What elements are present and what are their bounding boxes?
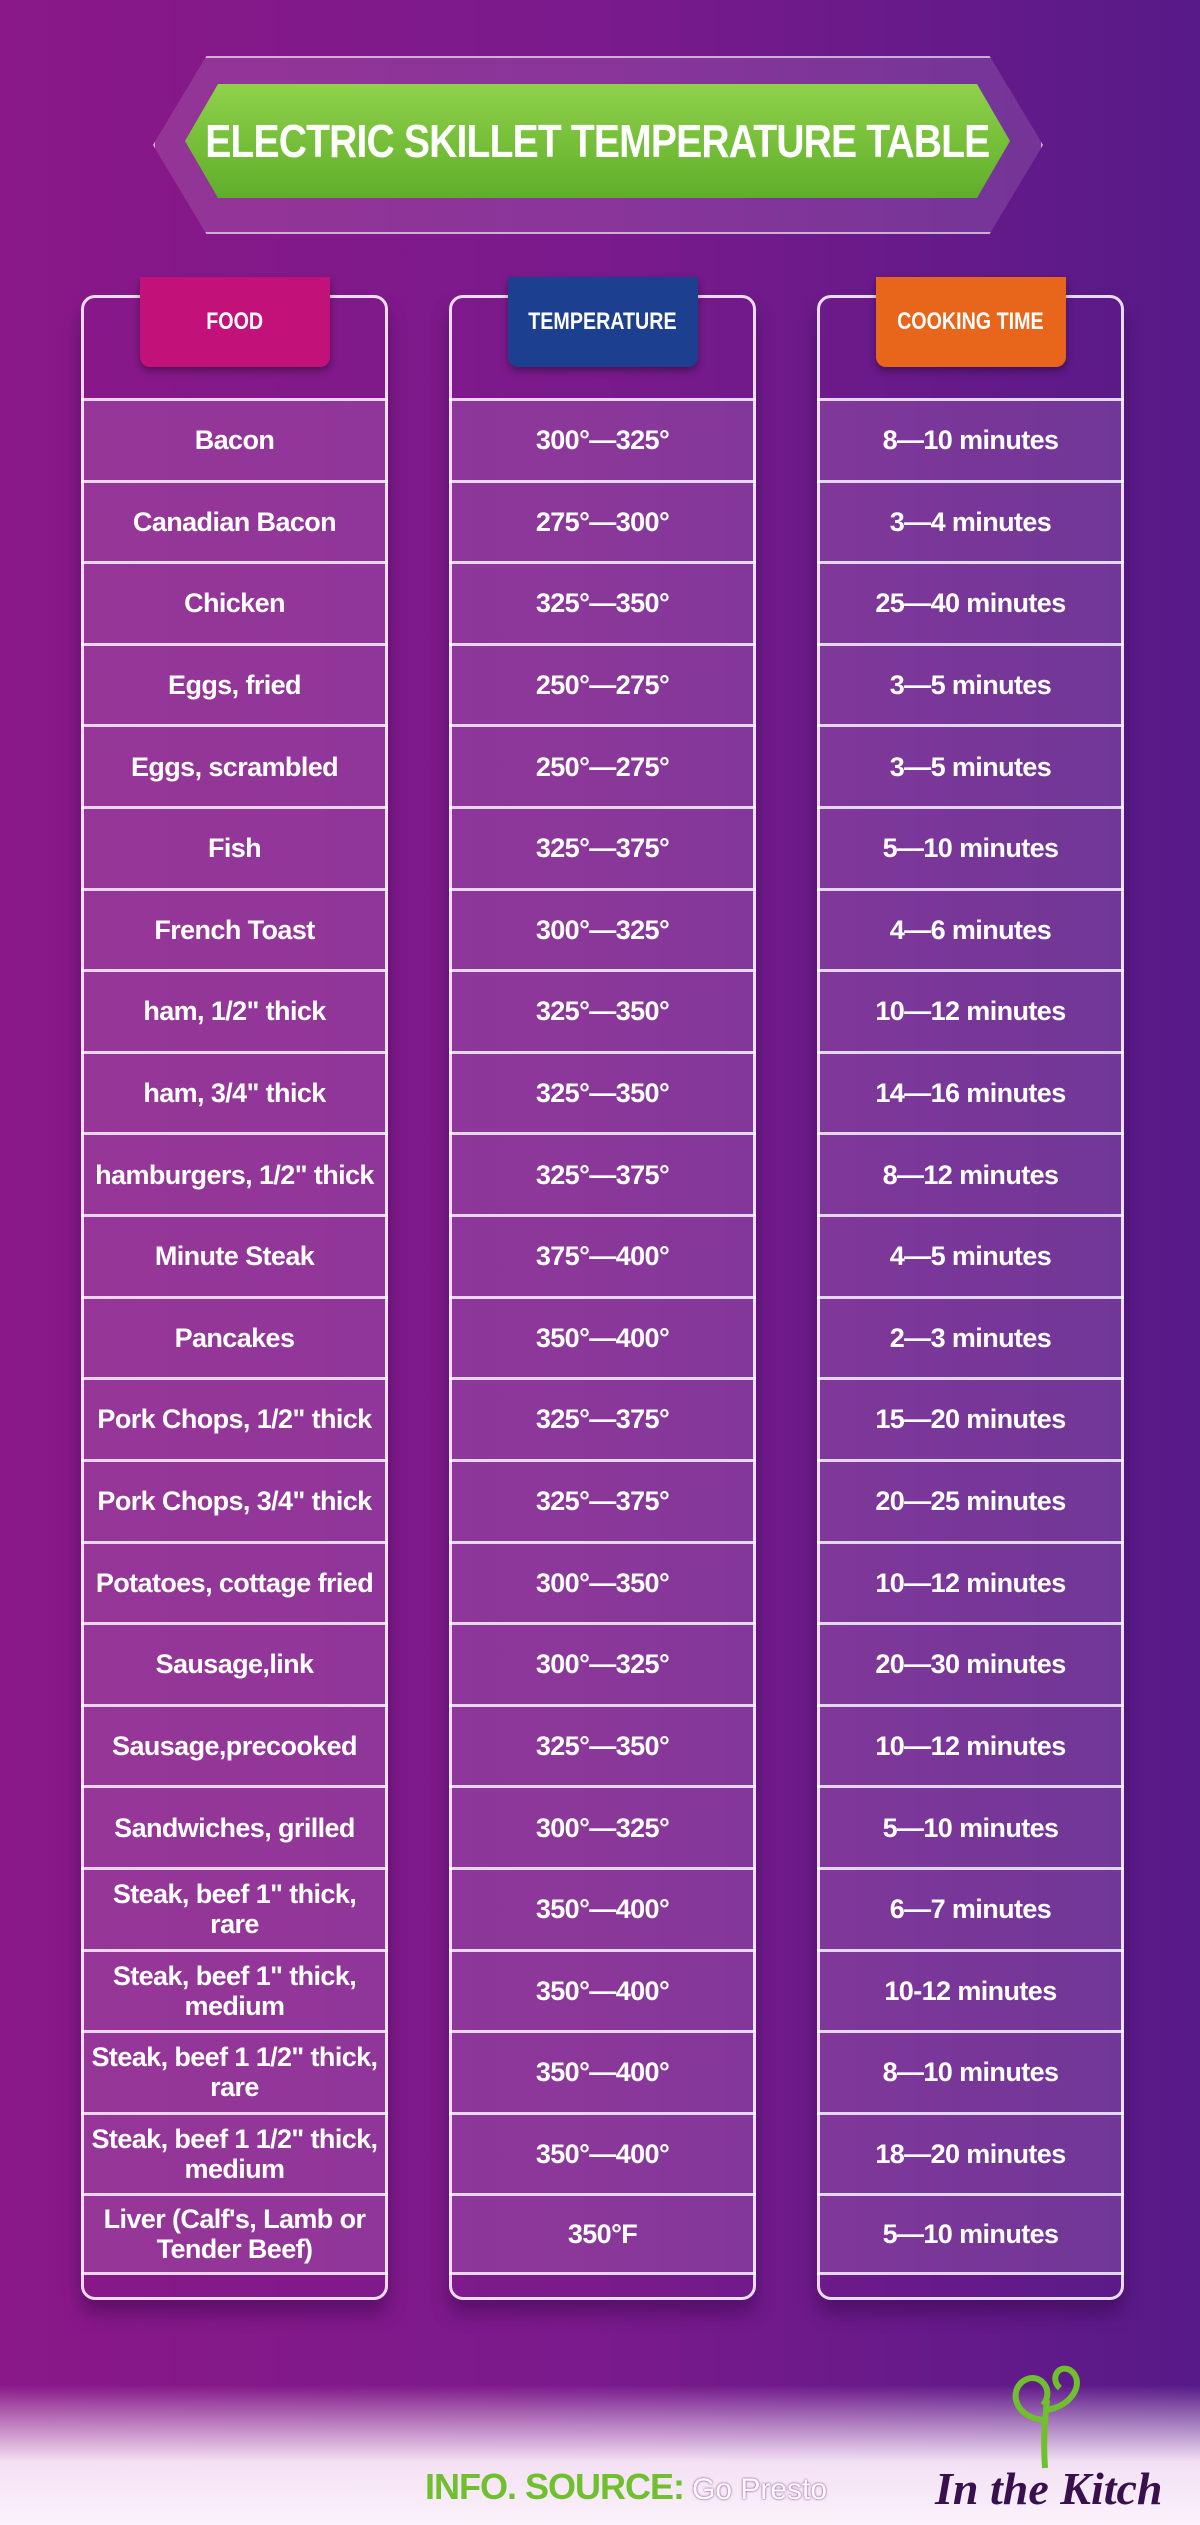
temperature-cell: 300°—325° <box>449 887 756 970</box>
time-cell: 6—7 minutes <box>817 1866 1124 1949</box>
food-cell: Eggs, scrambled <box>81 724 388 807</box>
food-cell: hamburgers, 1/2" thick <box>81 1132 388 1215</box>
temperature-cell: 350°—400° <box>449 1948 756 2031</box>
food-cell: Sandwiches, grilled <box>81 1785 388 1867</box>
time-cell: 5—10 minutes <box>817 1785 1124 1867</box>
temperature-cell: 325°—350° <box>449 561 756 643</box>
temperature-cell: 350°—400° <box>449 1295 756 1378</box>
time-cell: 2—3 minutes <box>817 1295 1124 1378</box>
temperature-cell: 375°—400° <box>449 1214 756 1296</box>
temperature-cell: 325°—375° <box>449 1458 756 1541</box>
title-bar: ELECTRIC SKILLET TEMPERATURE TABLE <box>185 84 1010 198</box>
food-cell: Fish <box>81 806 388 888</box>
header-text: TEMPERATURE <box>528 308 677 335</box>
temperature-cell: 325°—375° <box>449 806 756 888</box>
temperature-cell: 250°—275° <box>449 724 756 807</box>
time-cell: 8—12 minutes <box>817 1132 1124 1215</box>
food-cell: French Toast <box>81 887 388 970</box>
time-cell: 10-12 minutes <box>817 1948 1124 2031</box>
time-cell: 3—5 minutes <box>817 724 1124 807</box>
bottom-fade <box>0 2385 1200 2525</box>
time-cell: 5—10 minutes <box>817 2193 1124 2275</box>
temperature-cell: 300°—325° <box>449 1785 756 1867</box>
temperature-cell: 350°—400° <box>449 2111 756 2194</box>
temperature-cell: 325°—375° <box>449 1377 756 1459</box>
source-name: Go Presto <box>692 2473 828 2506</box>
food-cell: Minute Steak <box>81 1214 388 1296</box>
time-cell: 10—12 minutes <box>817 1540 1124 1623</box>
food-cell: Sausage,link <box>81 1622 388 1704</box>
temperature-cell: 300°—325° <box>449 1622 756 1704</box>
food-cell: Steak, beef 1 1/2" thick, rare <box>81 2030 388 2112</box>
food-cell: Steak, beef 1" thick, rare <box>81 1866 388 1949</box>
food-cell: ham, 3/4" thick <box>81 1050 388 1133</box>
food-cell: Liver (Calf's, Lamb or Tender Beef) <box>81 2193 388 2275</box>
food-cell: Pancakes <box>81 1295 388 1378</box>
food-cell: Potatoes, cottage fried <box>81 1540 388 1623</box>
food-cell: Pork Chops, 1/2" thick <box>81 1377 388 1459</box>
temperature-cell: 325°—350° <box>449 969 756 1051</box>
time-cell: 4—6 minutes <box>817 887 1124 970</box>
food-cell: Pork Chops, 3/4" thick <box>81 1458 388 1541</box>
temperature-cell: 300°—325° <box>449 398 756 480</box>
food-cell: Eggs, fried <box>81 642 388 725</box>
header-text: FOOD <box>206 308 263 335</box>
header-text: COOKING TIME <box>897 308 1044 335</box>
temperature-cell: 325°—350° <box>449 1050 756 1133</box>
time-cell: 3—5 minutes <box>817 642 1124 725</box>
food-cell: Steak, beef 1 1/2" thick, medium <box>81 2111 388 2194</box>
time-cell: 10—12 minutes <box>817 1703 1124 1786</box>
food-cell: Canadian Bacon <box>81 479 388 562</box>
logo-sprout <box>1012 2365 1080 2469</box>
temperature-cell: 250°—275° <box>449 642 756 725</box>
time-cell: 18—20 minutes <box>817 2111 1124 2194</box>
time-cell: 4—5 minutes <box>817 1214 1124 1296</box>
column-header: COOKING TIME <box>875 277 1066 367</box>
time-cell: 10—12 minutes <box>817 969 1124 1051</box>
time-cell: 20—25 minutes <box>817 1458 1124 1541</box>
time-cell: 8—10 minutes <box>817 2030 1124 2112</box>
food-cell: Sausage,precooked <box>81 1703 388 1786</box>
time-cell: 8—10 minutes <box>817 398 1124 480</box>
source-label: INFO. SOURCE: <box>425 2466 685 2507</box>
column-header: FOOD <box>139 277 330 367</box>
temperature-cell: 350°F <box>449 2193 756 2275</box>
source: INFO. SOURCE: Go Presto <box>425 2466 827 2508</box>
column-header: TEMPERATURE <box>507 277 698 367</box>
food-cell: ham, 1/2" thick <box>81 969 388 1051</box>
time-cell: 15—20 minutes <box>817 1377 1124 1459</box>
food-cell: Bacon <box>81 398 388 480</box>
logo: In the Kitch <box>935 2463 1163 2514</box>
temperature-cell: 350°—400° <box>449 1866 756 1949</box>
temperature-cell: 275°—300° <box>449 479 756 562</box>
time-cell: 14—16 minutes <box>817 1050 1124 1133</box>
temperature-cell: 325°—375° <box>449 1132 756 1215</box>
temperature-cell: 300°—350° <box>449 1540 756 1623</box>
title: ELECTRIC SKILLET TEMPERATURE TABLE <box>205 115 990 167</box>
time-cell: 20—30 minutes <box>817 1622 1124 1704</box>
food-cell: Chicken <box>81 561 388 643</box>
time-cell: 5—10 minutes <box>817 806 1124 888</box>
temperature-cell: 325°—350° <box>449 1703 756 1786</box>
time-cell: 25—40 minutes <box>817 561 1124 643</box>
time-cell: 3—4 minutes <box>817 479 1124 562</box>
food-cell: Steak, beef 1" thick, medium <box>81 1948 388 2031</box>
temperature-cell: 350°—400° <box>449 2030 756 2112</box>
